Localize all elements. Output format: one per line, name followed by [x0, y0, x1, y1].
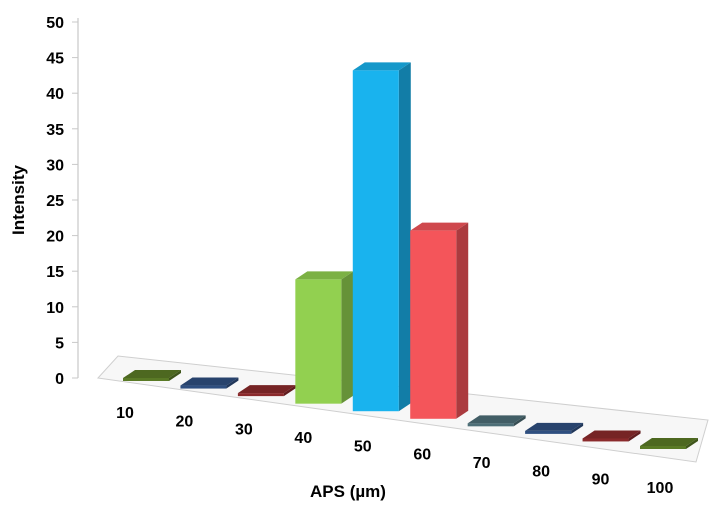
y-tick-labels: 0 5 10 15 20 25 30 35 40 45 50 [46, 15, 78, 388]
bars [123, 62, 698, 449]
x-tick-label: 90 [592, 472, 610, 489]
bar-side [169, 370, 181, 381]
x-tick-label: 20 [176, 413, 194, 430]
bar-40 [295, 271, 354, 404]
bar-side [456, 222, 469, 419]
bar-front [582, 438, 629, 442]
bar-top [123, 370, 181, 378]
bar-top [582, 430, 641, 439]
bar-side [513, 415, 526, 427]
bar-100 [640, 438, 698, 449]
bar-front [123, 378, 169, 381]
bar-front [640, 446, 686, 449]
bar-top [640, 438, 698, 446]
bar-top [352, 62, 411, 71]
bar-side [398, 62, 411, 412]
bar-side [283, 385, 296, 397]
bar-side [686, 438, 698, 449]
bar-front [180, 385, 227, 389]
bar-side [628, 430, 641, 442]
bar-90 [582, 430, 641, 442]
chart-floor [96, 355, 709, 463]
bar-70 [467, 415, 526, 427]
y-tick-label: 30 [46, 157, 64, 174]
x-axis-title: APS (µm) [310, 482, 386, 501]
x-tick-label: 80 [532, 463, 550, 480]
y-tick-label: 50 [46, 15, 64, 32]
bar-side [341, 271, 354, 404]
y-tick-label: 45 [46, 51, 64, 68]
y-tick-label: 35 [46, 122, 64, 139]
x-tick-label: 100 [647, 480, 674, 497]
bar-60 [410, 222, 469, 419]
x-tick-label: 70 [473, 455, 491, 472]
bar-front [410, 230, 457, 419]
x-tick-label: 50 [354, 438, 372, 455]
bar-top [237, 385, 296, 394]
bar-front [525, 430, 572, 434]
bar-front [295, 279, 342, 404]
y-tick-label: 20 [46, 229, 64, 246]
bar-side [226, 377, 239, 389]
bar-top [180, 377, 239, 386]
x-tick-label: 60 [413, 447, 431, 464]
y-tick-label: 25 [46, 193, 64, 210]
y-tick-label: 0 [55, 371, 64, 388]
y-tick-label: 40 [46, 86, 64, 103]
y-axis-title: Intensity [9, 165, 28, 235]
bar-10 [123, 370, 181, 381]
x-tick-label: 30 [235, 422, 253, 439]
y-tick-label: 10 [46, 300, 64, 317]
bar-side [571, 422, 584, 434]
y-tick-label: 15 [46, 264, 64, 281]
y-axis: 0 5 10 15 20 25 30 35 40 45 50 [46, 15, 79, 388]
bar-front [467, 423, 514, 427]
bar-top [467, 415, 526, 424]
bar-front [352, 70, 399, 412]
x-tick-label: 10 [116, 405, 134, 422]
x-tick-label: 40 [294, 430, 312, 447]
floor-plane [96, 355, 709, 463]
bar-20 [180, 377, 239, 389]
bar-top [410, 222, 469, 231]
bar-front [237, 393, 284, 397]
bar-top [295, 271, 354, 280]
bar-30 [237, 385, 296, 397]
bar-top [525, 422, 584, 431]
y-tick-label: 5 [55, 335, 64, 352]
bar-50 [352, 62, 411, 412]
x-tick-labels: 10 20 30 40 50 60 70 80 90 100 [116, 405, 673, 497]
bar-80 [525, 422, 584, 434]
